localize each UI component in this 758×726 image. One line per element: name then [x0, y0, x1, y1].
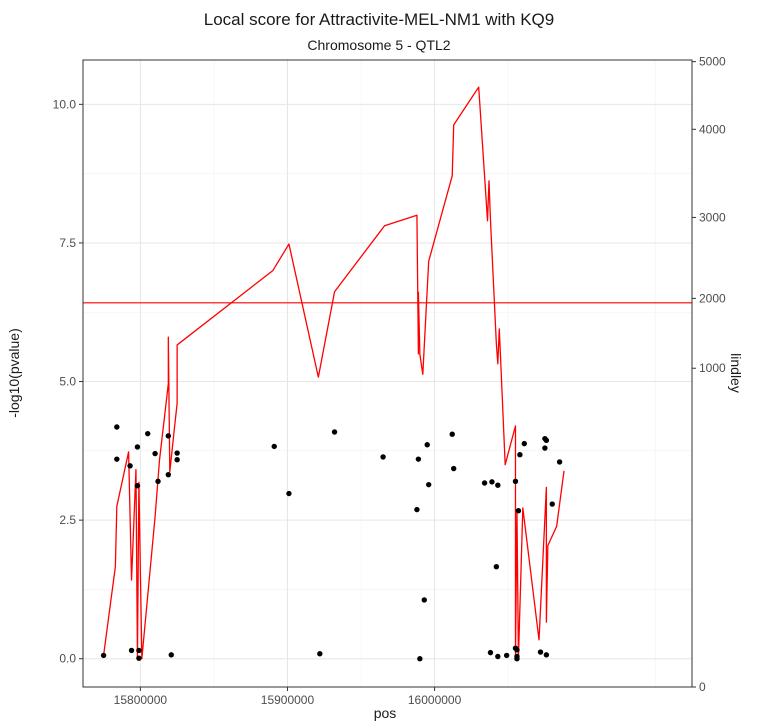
data-point — [128, 647, 135, 654]
data-point — [514, 656, 520, 662]
data-point — [331, 429, 338, 435]
data-point — [424, 442, 430, 448]
x-tick-label: 16000000 — [408, 693, 462, 707]
grid-layer — [83, 60, 692, 687]
data-point — [174, 457, 180, 463]
data-point — [521, 440, 527, 447]
data-point — [417, 656, 423, 662]
y2-tick-label: 5000 — [699, 55, 726, 69]
panel-border — [82, 59, 693, 688]
data-point — [152, 450, 158, 457]
data-point — [517, 452, 523, 458]
data-point — [549, 501, 555, 507]
y2-tick-label: 3000 — [699, 210, 726, 224]
x-axis-title: pos — [374, 705, 397, 721]
data-point — [537, 649, 544, 655]
y2-tick-label: 2000 — [699, 291, 726, 305]
data-point — [556, 459, 563, 465]
data-point — [127, 463, 133, 469]
data-point — [512, 478, 519, 485]
data-point — [136, 655, 142, 661]
y-tick-label: 10.0 — [53, 97, 77, 111]
data-point — [451, 465, 457, 472]
data-point — [114, 456, 120, 462]
data-point — [155, 478, 161, 485]
y-tick-label: 7.5 — [59, 236, 76, 250]
x-tick-label: 15900000 — [261, 693, 315, 707]
y-tick-label: 0.0 — [59, 652, 76, 666]
x-tick-label: 15800000 — [114, 693, 168, 707]
data-point — [514, 647, 520, 653]
data-point — [542, 445, 548, 451]
data-point — [481, 480, 488, 486]
data-point — [136, 647, 142, 654]
data-point — [543, 652, 550, 658]
data-point — [421, 597, 427, 603]
data-point — [449, 431, 455, 437]
data-point — [174, 450, 180, 456]
data-point — [493, 564, 500, 570]
y-axis-title: -log10(pvalue) — [6, 328, 22, 418]
data-point — [489, 479, 495, 485]
data-point — [168, 652, 174, 658]
chart-title: Local score for Attractivite-MEL-NM1 wit… — [204, 10, 555, 29]
data-point — [165, 471, 172, 478]
data-point — [515, 508, 522, 514]
data-point — [495, 482, 501, 488]
data-point — [100, 652, 107, 659]
axis-layer: 15800000 15900000 16000000 0.0 2.5 5.0 7.5 10.0… — [53, 55, 726, 707]
data-point — [317, 651, 323, 657]
y2-tick-label: 0 — [699, 680, 706, 694]
y2-tick-label: 4000 — [699, 122, 726, 136]
data-point — [145, 430, 151, 437]
data-point — [114, 424, 120, 430]
data-point — [134, 483, 141, 489]
chart-subtitle: Chromosome 5 - QTL2 — [307, 37, 450, 53]
data-point — [380, 454, 386, 460]
data-point — [495, 653, 501, 660]
y-tick-label: 2.5 — [59, 513, 76, 527]
data-point — [415, 456, 422, 462]
point-layer — [100, 424, 563, 662]
data-point — [414, 506, 420, 513]
y2-axis-title: lindley — [728, 353, 744, 393]
data-point — [271, 443, 277, 450]
data-point — [286, 490, 292, 497]
y-tick-label: 5.0 — [59, 375, 76, 389]
data-point — [134, 444, 141, 450]
data-point — [487, 649, 494, 656]
y2-tick-label: 1000 — [699, 361, 726, 375]
data-point — [543, 437, 550, 443]
data-point — [503, 652, 510, 659]
data-point — [165, 433, 172, 439]
data-point — [425, 481, 432, 488]
